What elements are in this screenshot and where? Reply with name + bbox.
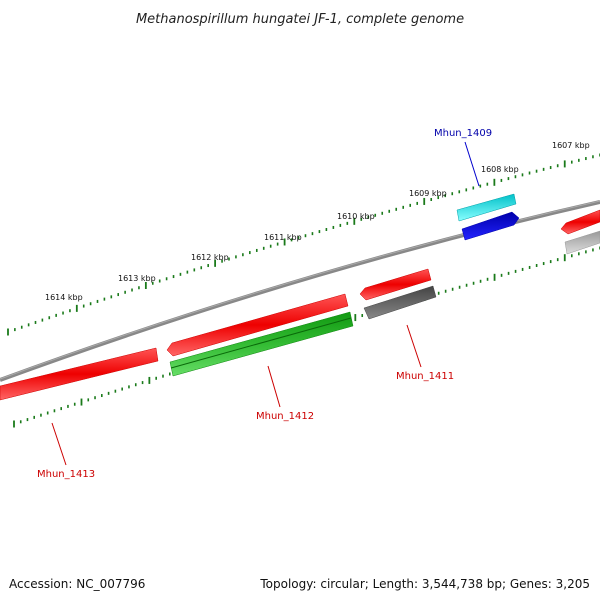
map-title: Methanospirillum hungatei JF-1, complete…	[136, 12, 464, 27]
gene-label-mhun-1412[interactable]: Mhun_1412	[256, 411, 314, 422]
tick-label-1608: 1608 kbp	[481, 165, 519, 174]
gene-label-mhun-1409[interactable]: Mhun_1409	[434, 128, 492, 139]
gene-mhun-1409[interactable]	[456, 193, 517, 222]
tick-label-1613: 1613 kbp	[118, 274, 156, 283]
genome-backbone	[0, 200, 600, 382]
gene-label-mhun-1413[interactable]: Mhun_1413	[37, 469, 95, 480]
gene-label-mhun-1411[interactable]: Mhun_1411	[396, 371, 454, 382]
tick-label-1609: 1609 kbp	[409, 189, 447, 198]
gene-red-right-edge[interactable]	[560, 209, 600, 235]
gene-lightgray-right-edge[interactable]	[564, 230, 600, 255]
tick-label-1611: 1611 kbp	[264, 233, 302, 242]
gene-red-long[interactable]	[166, 293, 349, 357]
label-line-mhun-1412	[267, 365, 281, 408]
gene-red-middle[interactable]	[359, 268, 432, 301]
tick-label-1612: 1612 kbp	[191, 253, 229, 262]
gene-mhun-1412[interactable]	[169, 311, 354, 377]
tick-label-1614: 1614 kbp	[45, 293, 83, 302]
tick-label-1607: 1607 kbp	[552, 141, 590, 150]
outer-tick-ring	[7, 153, 600, 336]
label-line-mhun-1413	[51, 422, 67, 466]
accession-text: Accession: NC_007796	[9, 577, 146, 591]
genome-summary-text: Topology: circular; Length: 3,544,738 bp…	[260, 577, 590, 591]
label-line-mhun-1411	[406, 324, 422, 368]
genome-backbone-highlight	[0, 200, 600, 380]
tick-label-1610: 1610 kbp	[337, 212, 375, 221]
label-line-mhun-1409	[464, 141, 480, 187]
gene-blue-reverse[interactable]	[461, 211, 520, 241]
gene-mhun-1411[interactable]	[363, 285, 437, 320]
gene-mhun-1413[interactable]	[0, 347, 159, 401]
gene-mhun-1412-stripe	[170, 317, 352, 369]
